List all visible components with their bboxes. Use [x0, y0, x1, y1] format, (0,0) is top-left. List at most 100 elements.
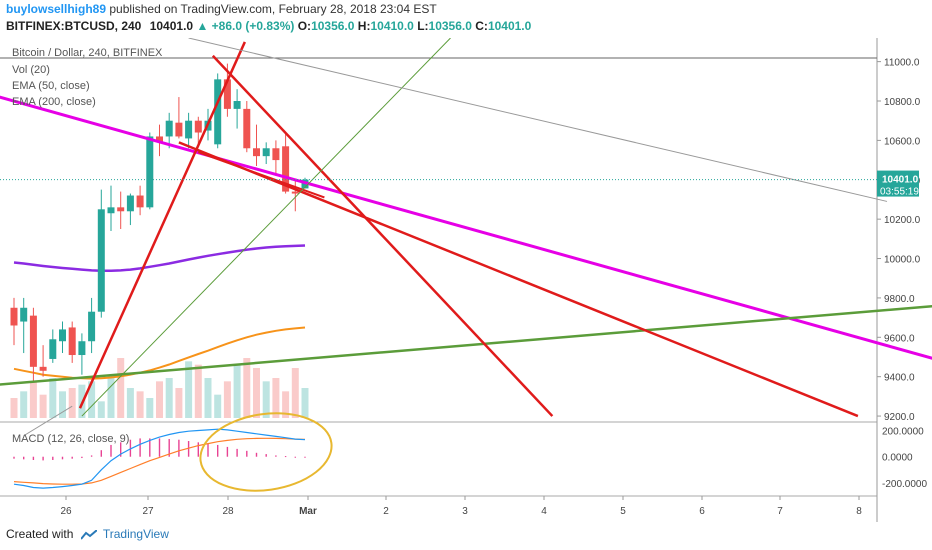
- high-value: 10410.0: [370, 19, 414, 33]
- legend-title: Bitcoin / Dollar, 240, BITFINEX: [12, 47, 163, 59]
- macd-histogram-bar: [246, 450, 248, 457]
- candle-body: [214, 79, 222, 145]
- candle-body: [78, 341, 86, 356]
- volume-bar: [204, 378, 212, 418]
- volume-bar: [49, 378, 57, 418]
- candle-body: [282, 146, 290, 192]
- macd-signal-line: [13, 437, 306, 485]
- red-trendline-down: [211, 54, 554, 417]
- candle-body: [223, 79, 231, 109]
- candle-body: [272, 148, 280, 161]
- macd-histogram-bar: [168, 439, 170, 457]
- date-tick-label: 6: [699, 506, 705, 517]
- macd-histogram-bar: [13, 456, 15, 459]
- macd-histogram-bar: [23, 456, 25, 460]
- price-tick-label: 11000.0: [884, 58, 920, 69]
- volume-bar: [233, 364, 241, 418]
- volume-bar: [253, 368, 260, 418]
- symbol-label: BITFINEX:BTCUSD, 240: [6, 19, 142, 33]
- price-tick-label: 9600.0: [884, 333, 915, 344]
- open-label: O:: [297, 19, 312, 33]
- candle-body: [175, 122, 183, 137]
- candle-body: [262, 148, 270, 157]
- macd-histogram-bar: [265, 454, 267, 457]
- highlight-ellipse: [199, 412, 333, 492]
- price-chart[interactable]: 9200.0 9400.0 9600.0 9800.0 10000.0 10200.0 10…: [0, 38, 932, 522]
- macd-histogram-bar: [61, 456, 64, 460]
- magenta-trendline: [0, 95, 932, 360]
- volume-bar: [185, 361, 193, 418]
- date-tick-label: 5: [620, 506, 626, 517]
- volume-bar: [282, 391, 290, 418]
- volume-bar: [88, 381, 96, 418]
- countdown-label: 03:55:19: [880, 187, 919, 198]
- price-tick-label: 9800.0: [884, 294, 915, 305]
- macd-histogram-bar: [139, 438, 141, 457]
- volume-bar: [243, 358, 251, 418]
- date-tick-label: 7: [777, 506, 783, 517]
- volume-bars: [10, 358, 309, 418]
- macd-pane: [13, 412, 333, 492]
- macd-histogram-bar: [90, 455, 93, 457]
- candle-body: [146, 136, 154, 208]
- footer: Created with TradingView: [6, 527, 169, 541]
- candle-body: [194, 120, 202, 133]
- candle-body: [233, 101, 241, 109]
- red-trendline-slope: [178, 141, 859, 418]
- brand-link[interactable]: TradingView: [102, 527, 169, 541]
- macd-histogram-bar: [178, 439, 180, 457]
- legend-vol: Vol (20): [12, 64, 50, 76]
- date-tick-label: 27: [142, 506, 154, 517]
- date-tick-label: Mar: [299, 506, 317, 517]
- macd-histogram-bar: [42, 456, 44, 461]
- volume-bar: [272, 378, 280, 418]
- low-value: 10356.0: [428, 19, 472, 33]
- price-tick-label: 9400.0: [884, 373, 915, 384]
- ohlc-line: BITFINEX:BTCUSD, 240 10401.0 ▲ +86.0 (+0…: [6, 19, 531, 33]
- volume-bar: [107, 374, 115, 418]
- date-tick-label: 28: [222, 506, 234, 517]
- candle-body: [185, 120, 193, 139]
- open-value: 10356.0: [311, 19, 355, 33]
- macd-histogram-bar: [71, 456, 73, 459]
- high-label: H:: [357, 19, 371, 33]
- volume-bar: [136, 391, 144, 418]
- macd-line: [13, 428, 306, 489]
- candle-body: [156, 136, 163, 143]
- plot-background: [0, 38, 877, 496]
- volume-bar: [10, 398, 18, 418]
- author-link[interactable]: buylowsellhigh89: [6, 2, 107, 16]
- candle-body: [59, 329, 66, 342]
- candle-body: [68, 327, 76, 356]
- macd-histogram-bar: [110, 444, 112, 457]
- macd-histogram-bar: [52, 456, 54, 460]
- close-label: C:: [475, 19, 488, 33]
- candle-body: [243, 108, 251, 149]
- ema-lines: [13, 244, 306, 380]
- candle-body: [253, 148, 260, 157]
- trend-drawings: [0, 38, 932, 437]
- red-trendline-up: [78, 41, 246, 409]
- close-value: 10401.0: [487, 19, 532, 33]
- date-tick-label: 2: [383, 506, 389, 517]
- volume-bar: [214, 394, 222, 418]
- volume-bar: [156, 381, 163, 418]
- volume-bar: [146, 398, 154, 418]
- date-tick-label: 3: [462, 506, 468, 517]
- macd-histogram-bar: [304, 456, 306, 458]
- macd-histogram-bar: [81, 456, 83, 459]
- macd-tick-label: 200.0000: [882, 427, 924, 438]
- macd-histogram-bar: [129, 439, 132, 457]
- volume-bar: [301, 388, 309, 418]
- macd-histogram-bar: [158, 438, 161, 457]
- candle-body: [291, 191, 299, 194]
- candle-body: [126, 195, 134, 212]
- volume-bar: [223, 381, 231, 418]
- date-tick-label: 26: [60, 506, 72, 517]
- legend-ema50: EMA (50, close): [12, 80, 90, 92]
- volume-bar: [29, 381, 37, 418]
- grey-trendline-low: [23, 405, 73, 437]
- candle-body: [29, 315, 37, 367]
- last-price-badge: [877, 170, 919, 197]
- grey-trendline: [188, 38, 888, 202]
